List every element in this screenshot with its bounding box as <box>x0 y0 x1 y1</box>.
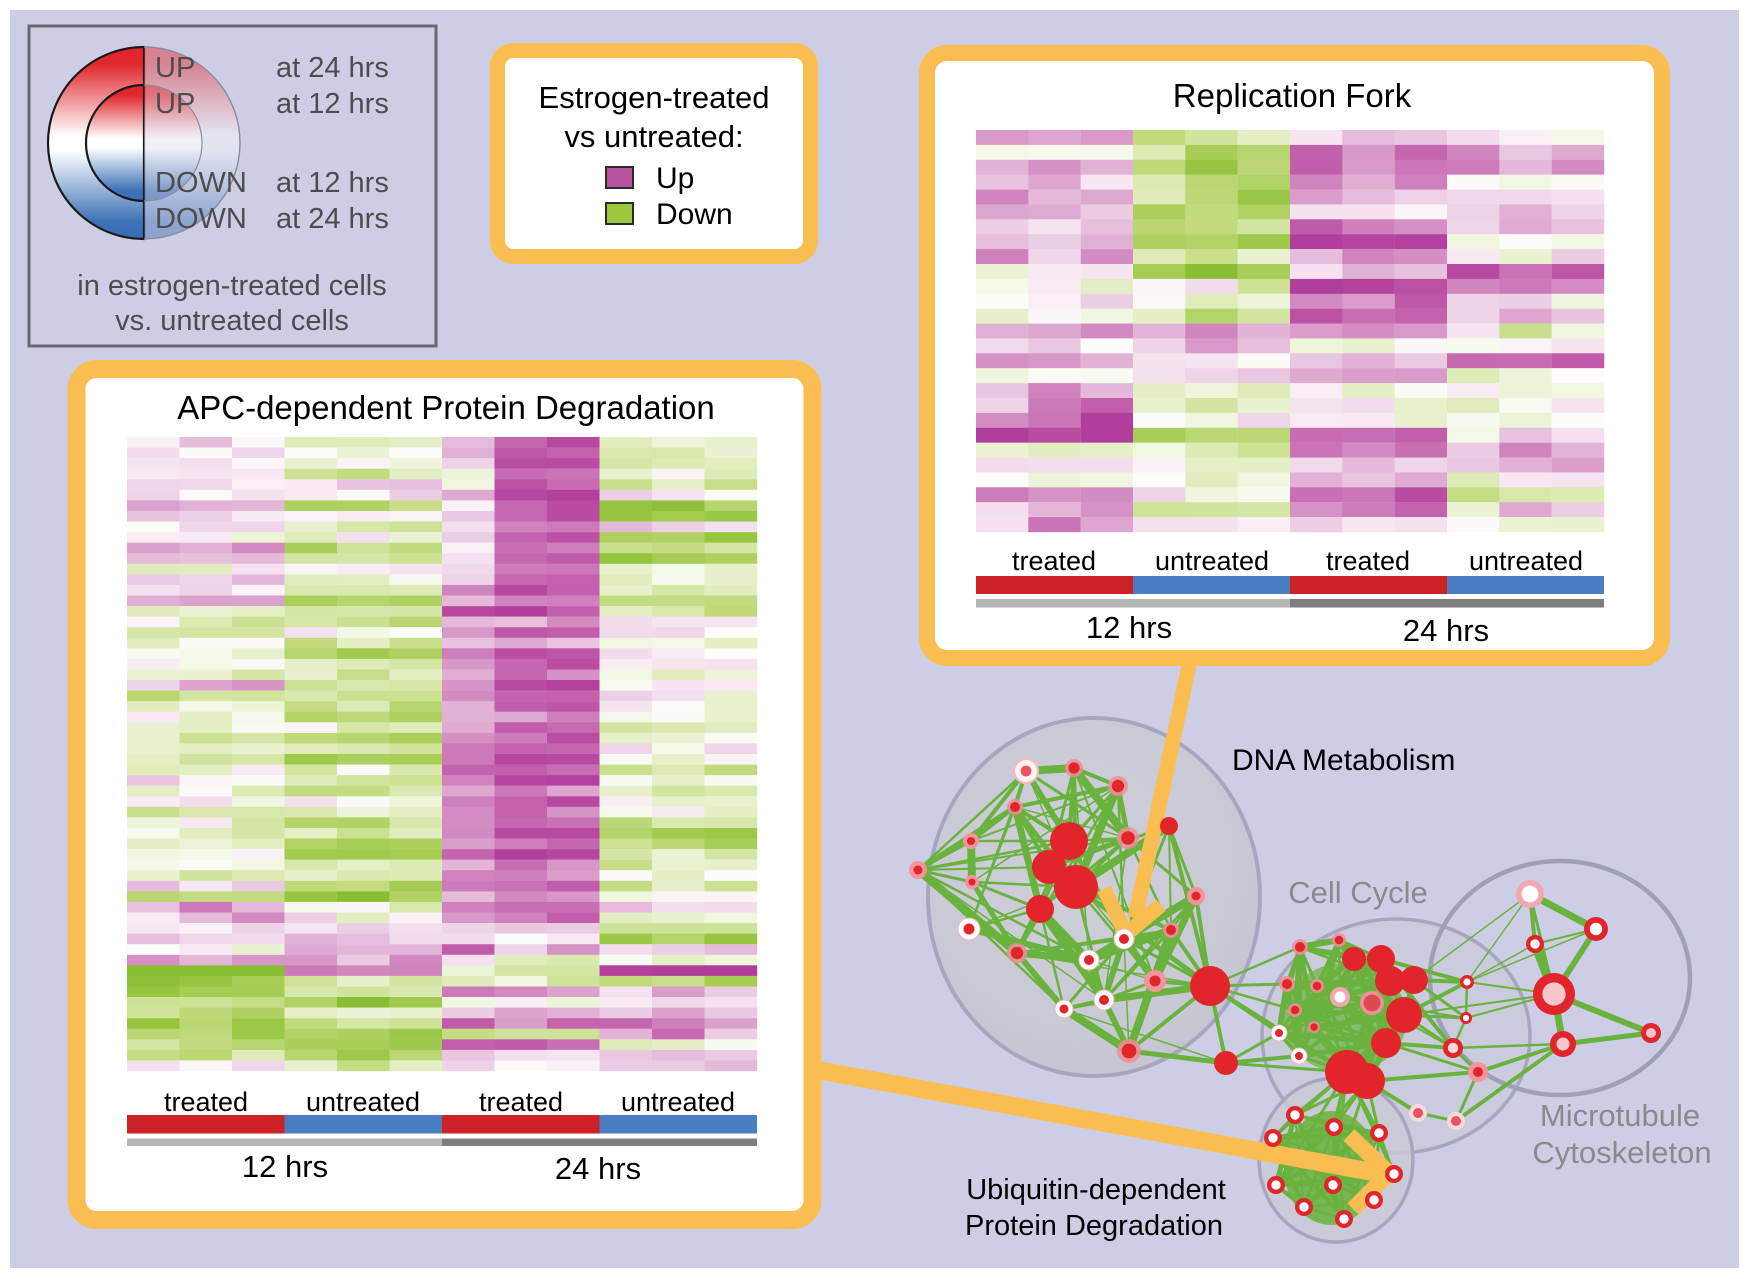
svg-text:treated: treated <box>1326 546 1410 576</box>
svg-text:Down: Down <box>656 198 733 231</box>
svg-text:vs untreated:: vs untreated: <box>564 119 743 154</box>
svg-text:Cell Cycle: Cell Cycle <box>1288 875 1428 910</box>
svg-text:at 24 hrs: at 24 hrs <box>276 203 389 235</box>
svg-text:untreated: untreated <box>306 1087 420 1117</box>
svg-text:Cytoskeleton: Cytoskeleton <box>1532 1135 1711 1170</box>
svg-text:at 12 hrs: at 12 hrs <box>276 88 389 120</box>
svg-text:Microtubule: Microtubule <box>1540 1098 1700 1133</box>
svg-text:treated: treated <box>164 1087 248 1117</box>
svg-text:12 hrs: 12 hrs <box>242 1149 328 1184</box>
svg-text:UP: UP <box>155 88 195 120</box>
svg-text:APC-dependent Protein Degradat: APC-dependent Protein Degradation <box>177 389 715 426</box>
svg-text:DNA Metabolism: DNA Metabolism <box>1232 744 1455 777</box>
svg-text:treated: treated <box>479 1087 563 1117</box>
svg-text:Estrogen-treated: Estrogen-treated <box>539 80 770 115</box>
svg-text:vs. untreated cells: vs. untreated cells <box>115 305 349 337</box>
svg-text:DOWN: DOWN <box>155 203 247 235</box>
svg-text:UP: UP <box>155 52 195 84</box>
svg-text:24 hrs: 24 hrs <box>1403 613 1489 648</box>
svg-text:24 hrs: 24 hrs <box>555 1151 641 1186</box>
svg-text:Up: Up <box>656 162 694 195</box>
svg-text:in estrogen-treated cells: in estrogen-treated cells <box>77 270 387 302</box>
svg-text:at 24 hrs: at 24 hrs <box>276 52 389 84</box>
svg-text:at 12 hrs: at 12 hrs <box>276 167 389 199</box>
svg-text:12 hrs: 12 hrs <box>1086 610 1172 645</box>
svg-text:treated: treated <box>1012 546 1096 576</box>
svg-text:untreated: untreated <box>1155 546 1269 576</box>
svg-text:Ubiquitin-dependent: Ubiquitin-dependent <box>966 1174 1226 1206</box>
svg-text:Protein Degradation: Protein Degradation <box>965 1210 1223 1242</box>
svg-text:untreated: untreated <box>1469 546 1583 576</box>
svg-text:Replication Fork: Replication Fork <box>1173 77 1412 114</box>
svg-text:untreated: untreated <box>621 1087 735 1117</box>
svg-text:DOWN: DOWN <box>155 167 247 199</box>
